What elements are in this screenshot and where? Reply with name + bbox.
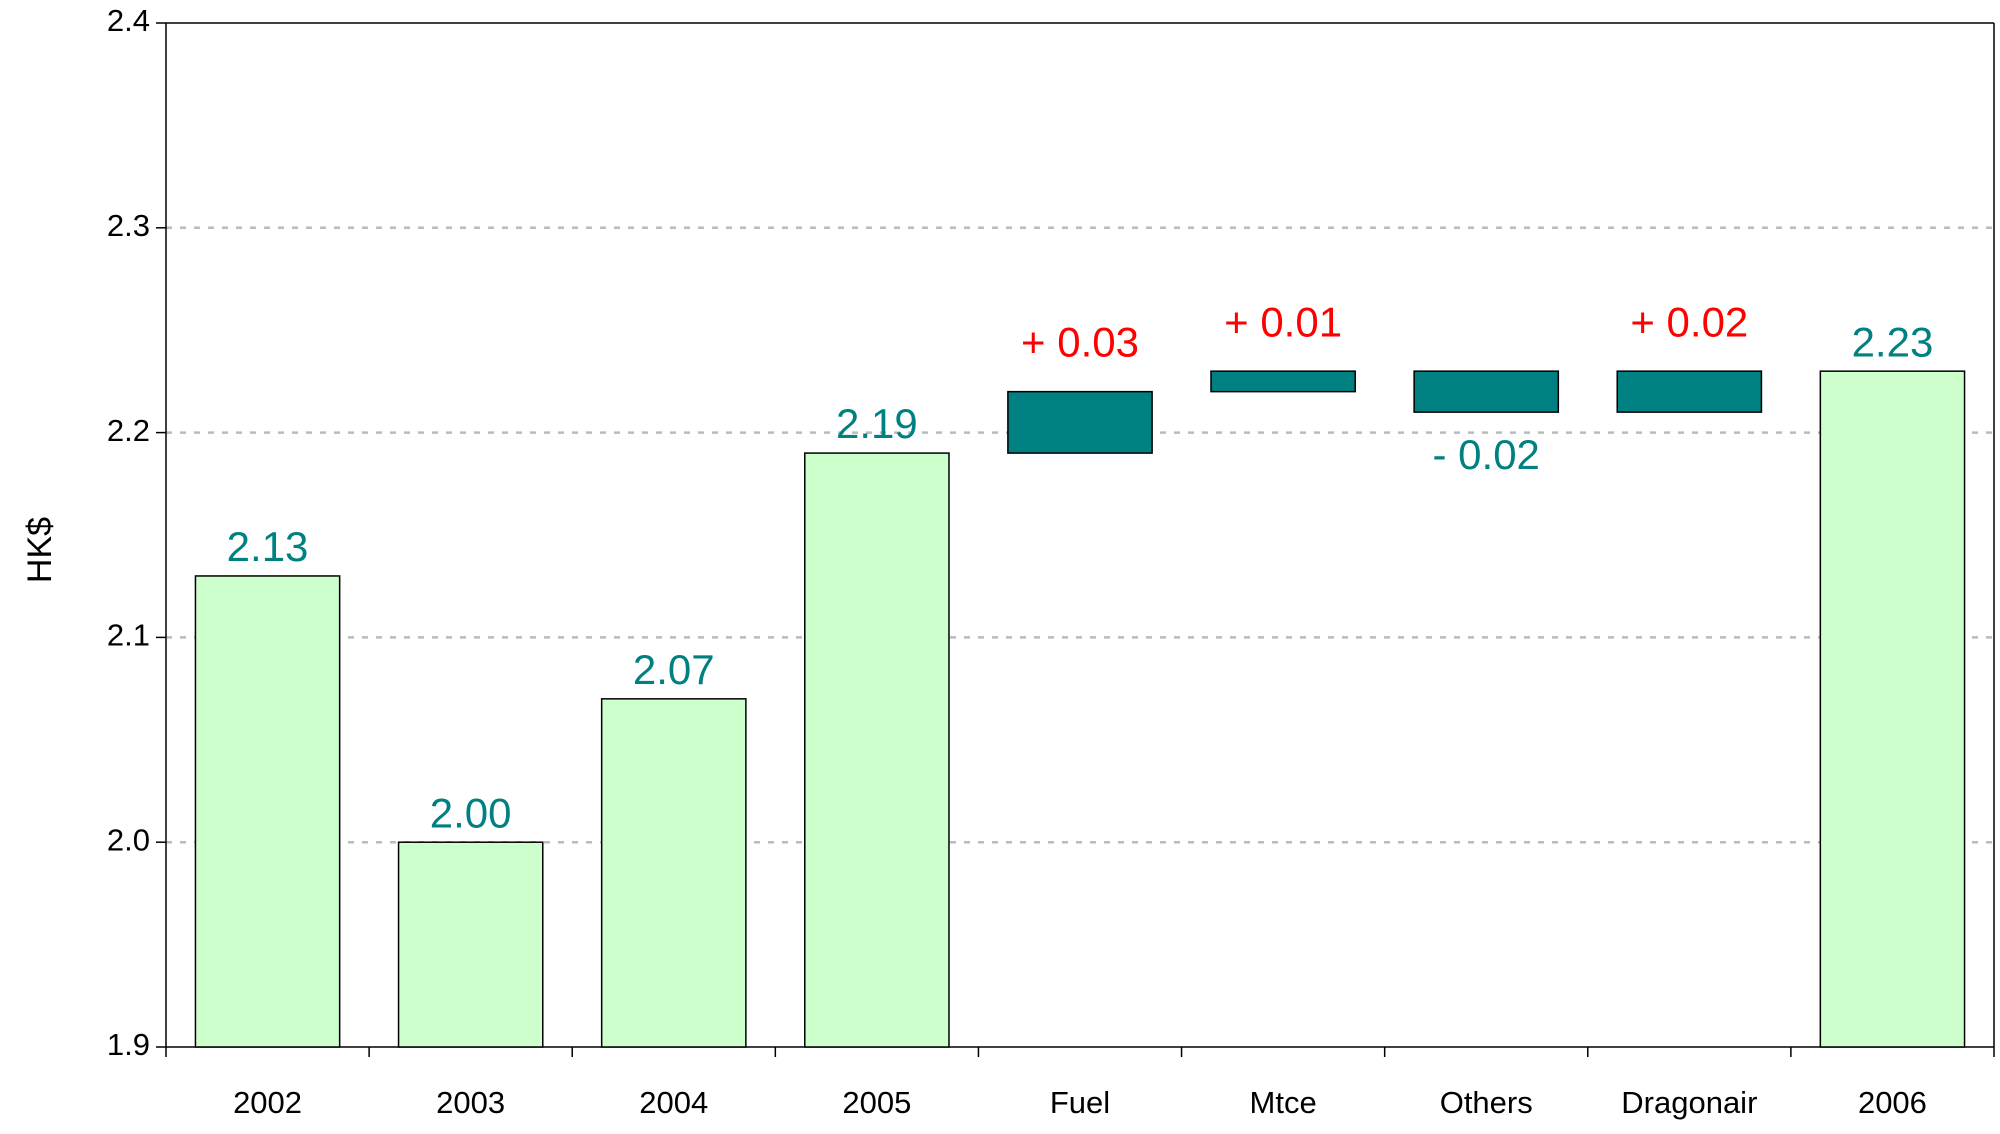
value-label: 2.00: [430, 789, 512, 836]
bar: [1210, 370, 1356, 393]
value-label: 2.07: [633, 646, 715, 693]
value-label: + 0.03: [1021, 319, 1139, 366]
x-tick-label: Others: [1440, 1085, 1533, 1120]
bar: [194, 575, 341, 1048]
x-tick-label: 2004: [639, 1085, 708, 1120]
x-tick-label: 2006: [1858, 1085, 1927, 1120]
value-label: + 0.02: [1630, 298, 1748, 345]
y-tick-label: 2.3: [107, 208, 150, 243]
y-tick-label: 2.0: [107, 822, 150, 857]
bar: [1413, 370, 1560, 413]
y-axis-title: HK$: [21, 517, 59, 583]
x-tick-label: Dragonair: [1621, 1085, 1757, 1120]
bar: [1616, 370, 1763, 413]
bar: [397, 841, 544, 1048]
x-tick-label: 2005: [842, 1085, 911, 1120]
bar: [600, 698, 747, 1048]
y-tick-label: 2.2: [107, 413, 150, 448]
y-tick-label: 2.4: [107, 3, 150, 38]
x-tick-label: 2003: [436, 1085, 505, 1120]
x-tick-label: Fuel: [1050, 1085, 1110, 1120]
value-label: 2.23: [1852, 318, 1934, 365]
y-tick-label: 1.9: [107, 1027, 150, 1062]
value-label: - 0.02: [1433, 431, 1540, 478]
y-tick-label: 2.1: [107, 618, 150, 653]
x-tick-label: Mtce: [1250, 1085, 1317, 1120]
x-tick-label: 2002: [233, 1085, 302, 1120]
bar: [1819, 370, 1966, 1048]
value-label: 2.13: [227, 523, 309, 570]
value-label: 2.19: [836, 400, 918, 447]
bar: [1007, 390, 1153, 454]
bar: [804, 452, 950, 1048]
value-label: + 0.01: [1224, 298, 1342, 345]
